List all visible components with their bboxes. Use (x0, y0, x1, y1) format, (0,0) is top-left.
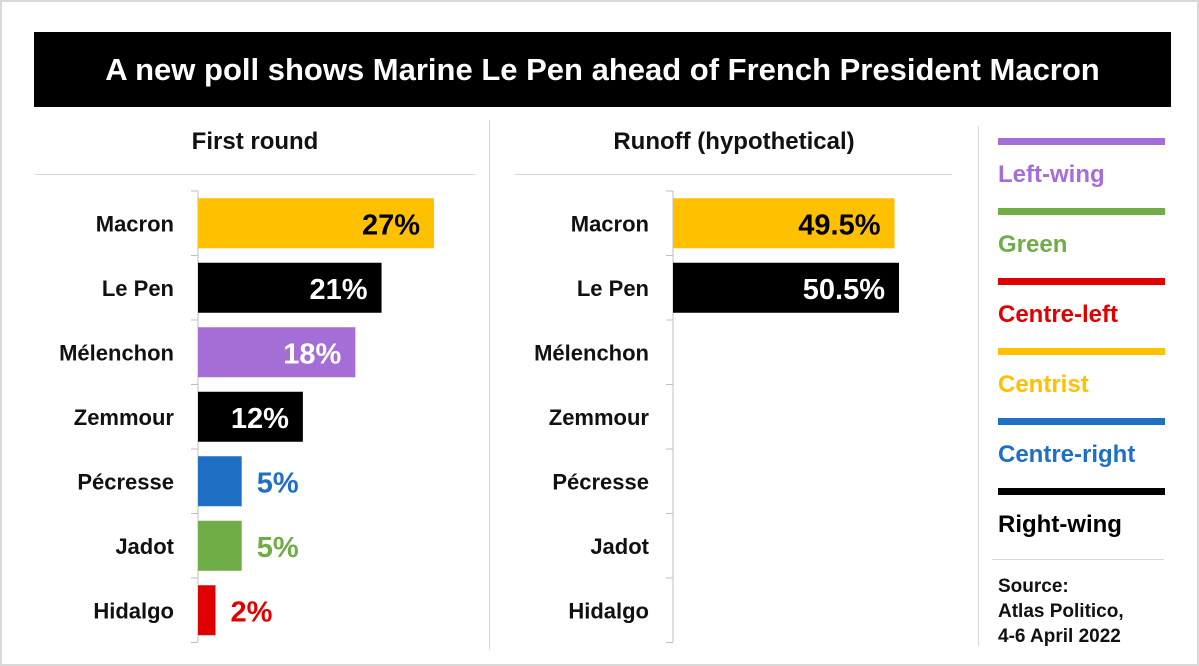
value-label-pecresse: 5% (257, 467, 299, 499)
value-label-macron: 49.5% (798, 209, 880, 241)
chart-title: A new poll shows Marine Le Pen ahead of … (34, 32, 1171, 107)
value-label-le-pen: 21% (310, 274, 368, 306)
category-label-macron: Macron (96, 211, 174, 236)
bar-zemmour (198, 391, 303, 442)
legend-item-centre-left: Centre-left (998, 278, 1168, 329)
bar-melenchon (198, 327, 356, 378)
bar-pecresse (198, 456, 242, 507)
legend-swatch (998, 138, 1165, 145)
category-label-macron: Macron (571, 211, 649, 236)
legend-label: Centre-right (998, 441, 1136, 468)
legend-item-left-wing: Left-wing (998, 138, 1168, 189)
legend-label: Green (998, 231, 1068, 258)
value-label-macron: 27% (362, 209, 420, 241)
legend-swatch (998, 348, 1165, 355)
category-label-melenchon: Mélenchon (59, 340, 174, 365)
legend-item-centre-right: Centre-right (998, 418, 1168, 469)
first-round-title: First round (191, 128, 319, 155)
category-label-hidalgo: Hidalgo (93, 598, 174, 623)
first-round-chart: Macron 27% Le Pen 21% Mélenchon 18% Zemmour 12%… (59, 190, 434, 643)
bar-le-pen (198, 262, 382, 313)
value-label-zemmour: 12% (231, 403, 289, 435)
legend-label: Left-wing (998, 161, 1105, 188)
legend-label: Centrist (998, 371, 1089, 398)
panel-divider (489, 120, 490, 650)
runoff-chart: Macron 49.5% Le Pen 50.5% Mélenchon Zemmour Pé… (534, 190, 899, 643)
bar-macron (673, 198, 895, 249)
category-label-zemmour: Zemmour (74, 405, 175, 430)
party-legend: Left-wing Green Centre-left Centrist Cen… (980, 120, 1180, 650)
runoff-title: Runoff (hypothetical) (613, 128, 855, 155)
category-label-zemmour: Zemmour (549, 405, 650, 430)
legend-item-green: Green (998, 208, 1168, 259)
bar-le-pen (673, 262, 899, 313)
legend-swatch (998, 418, 1165, 425)
legend-swatch (998, 278, 1165, 285)
legend-source-rule (992, 559, 1164, 560)
legend-label: Centre-left (998, 301, 1119, 328)
source-org: Atlas Politico, (998, 601, 1124, 622)
value-label-hidalgo: 2% (230, 596, 272, 628)
legend-label: Right-wing (998, 511, 1122, 538)
legend-swatch (998, 208, 1165, 215)
bar-jadot (198, 520, 242, 571)
runoff-title-rule (514, 174, 952, 175)
source-label: Source: (998, 576, 1069, 597)
value-label-jadot: 5% (257, 532, 299, 564)
bar-macron (198, 198, 434, 249)
category-label-hidalgo: Hidalgo (568, 598, 649, 623)
legend-swatch (998, 488, 1165, 495)
category-label-jadot: Jadot (115, 534, 174, 559)
legend-item-right-wing: Right-wing (998, 488, 1168, 539)
category-label-pecresse: Pécresse (77, 469, 174, 494)
category-label-le-pen: Le Pen (102, 276, 174, 301)
value-label-melenchon: 18% (283, 338, 341, 370)
bar-hidalgo (198, 585, 216, 636)
legend-divider (978, 126, 979, 646)
legend-item-centrist: Centrist (998, 348, 1168, 399)
source-note: Source: Atlas Politico, 4-6 April 2022 (998, 574, 1124, 649)
first-round-title-rule (35, 174, 475, 175)
category-label-jadot: Jadot (590, 534, 649, 559)
category-label-le-pen: Le Pen (577, 276, 649, 301)
category-label-pecresse: Pécresse (552, 469, 649, 494)
source-dates: 4-6 April 2022 (998, 626, 1121, 647)
value-label-le-pen: 50.5% (803, 274, 885, 306)
category-label-melenchon: Mélenchon (534, 340, 649, 365)
